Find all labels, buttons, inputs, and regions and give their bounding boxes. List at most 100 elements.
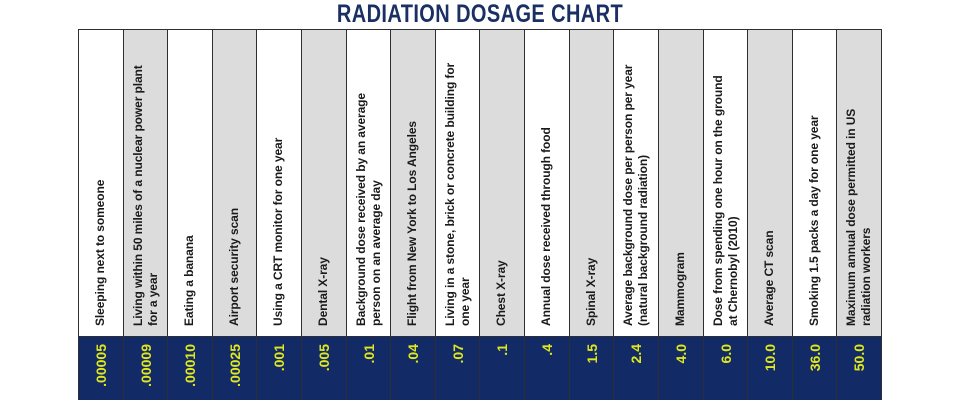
dosage-label: Airport security scan — [226, 208, 241, 326]
dosage-column: Annual dose received through food .4 — [525, 30, 570, 400]
dosage-label-cell: Mammogram — [659, 30, 703, 336]
dosage-value-cell: .001 — [257, 336, 302, 400]
rotated-label-box: Background dose received by an average p… — [347, 30, 390, 335]
dosage-column: Spinal X-ray 1.5 — [569, 30, 615, 400]
dosage-label: Living within 50 miles of a nuclear powe… — [130, 65, 160, 326]
dosage-column: Average background dose per person per y… — [614, 30, 659, 400]
dosage-table: Sleeping next to someone .00005 Living w… — [78, 29, 882, 400]
dosage-value-cell: .00005 — [79, 336, 123, 400]
rotated-value-box: 6.0 — [704, 337, 747, 400]
dosage-column: Smoking 1.5 packs a day for one year 36.… — [792, 30, 838, 400]
dosage-label: Annual dose received through food — [539, 127, 554, 326]
rotated-value-box: 10.0 — [748, 337, 791, 400]
rotated-value-box: 50.0 — [837, 337, 880, 400]
rotated-label-box: Spinal X-ray — [570, 30, 613, 335]
rotated-label-box: Eating a banana — [168, 30, 211, 335]
dosage-value: .07 — [449, 344, 466, 364]
rotated-value-box: 36.0 — [793, 337, 836, 400]
dosage-column: Sleeping next to someone .00005 — [79, 30, 124, 400]
rotated-value-box: 2.4 — [614, 337, 657, 400]
rotated-label-box: Dose from spending one hour on the groun… — [704, 30, 747, 335]
rotated-value-box: .01 — [347, 337, 390, 400]
dosage-column: Dental X-ray .005 — [302, 30, 347, 400]
dosage-label-cell: Chest X-ray — [480, 30, 524, 336]
dosage-label: Eating a banana — [182, 235, 197, 326]
rotated-label-box: Sleeping next to someone — [79, 30, 122, 335]
dosage-label-cell: Sleeping next to someone — [79, 30, 123, 336]
rotated-value-box: .005 — [302, 337, 345, 400]
rotated-label-box: Annual dose received through food — [525, 30, 568, 335]
dosage-value-cell: .00025 — [212, 336, 257, 400]
dosage-column: Eating a banana .00010 — [168, 30, 213, 400]
dosage-value: 36.0 — [806, 344, 823, 372]
dosage-value: 10.0 — [761, 344, 778, 372]
dosage-label: Chest X-ray — [494, 260, 509, 326]
dosage-value-cell: 50.0 — [837, 336, 881, 400]
rotated-value-box: .001 — [257, 337, 300, 400]
rotated-label-box: Airport security scan — [213, 30, 256, 335]
rotated-value-box: .4 — [525, 337, 568, 400]
rotated-label-box: Dental X-ray — [302, 30, 345, 335]
dosage-value: .005 — [315, 344, 332, 372]
rotated-label-box: Living in a stone, brick or concrete bui… — [436, 30, 479, 335]
dosage-column: Background dose received by an average p… — [346, 30, 392, 400]
dosage-value-cell: .07 — [435, 336, 480, 400]
dosage-label: Background dose received by an average p… — [353, 93, 383, 326]
rotated-label-box: Maximum annual dose permitted in US radi… — [837, 30, 880, 335]
dosage-value-cell: .01 — [346, 336, 391, 400]
dosage-column: Chest X-ray .1 — [480, 30, 526, 400]
rotated-label-box: Chest X-ray — [480, 30, 523, 335]
dosage-value: .04 — [404, 344, 421, 364]
dosage-column: Average CT scan 10.0 — [748, 30, 793, 400]
rotated-value-box: .00025 — [213, 337, 256, 400]
rotated-label-box: Smoking 1.5 packs a day for one year — [793, 30, 836, 335]
dosage-value: 4.0 — [672, 344, 689, 364]
dosage-column: Living within 50 miles of a nuclear powe… — [123, 30, 169, 400]
dosage-label-cell: Using a CRT monitor for one year — [257, 30, 301, 336]
chart-title: RADIATION DOSAGE CHART — [336, 0, 624, 28]
dosage-label-cell: Average CT scan — [748, 30, 792, 336]
dosage-value-cell: .005 — [302, 336, 346, 400]
dosage-value: .1 — [493, 344, 510, 356]
rotated-value-box: .00005 — [79, 337, 122, 400]
dosage-label-cell: Spinal X-ray — [570, 30, 614, 336]
dosage-value: .00025 — [226, 344, 243, 387]
dosage-label-cell: Maximum annual dose permitted in US radi… — [837, 30, 881, 336]
dosage-label: Smoking 1.5 packs a day for one year — [806, 115, 821, 327]
dosage-value: .4 — [538, 344, 555, 356]
rotated-label-box: Using a CRT monitor for one year — [257, 30, 300, 335]
dosage-label-cell: Dental X-ray — [302, 30, 346, 336]
rotated-label-box: Average CT scan — [748, 30, 791, 335]
dosage-column: Airport security scan .00025 — [212, 30, 258, 400]
dosage-label-cell: Background dose received by an average p… — [347, 30, 391, 336]
dosage-label: Dental X-ray — [316, 257, 331, 326]
dosage-value: 6.0 — [717, 344, 734, 364]
dosage-value: .00010 — [181, 344, 198, 387]
dosage-label: Spinal X-ray — [583, 257, 598, 326]
dosage-value-cell: 2.4 — [614, 336, 658, 400]
dosage-value: 1.5 — [583, 344, 600, 364]
rotated-value-box: .04 — [391, 337, 434, 400]
dosage-label-cell: Dose from spending one hour on the groun… — [704, 30, 748, 336]
dosage-column: Mammogram 4.0 — [658, 30, 704, 400]
dosage-label-cell: Average background dose per person per y… — [614, 30, 658, 336]
rotated-label-box: Average background dose per person per y… — [614, 30, 657, 335]
dosage-value-cell: .1 — [480, 336, 525, 400]
rotated-value-box: .00009 — [124, 337, 167, 400]
dosage-column: Living in a stone, brick or concrete bui… — [435, 30, 481, 400]
dosage-label-cell: Living in a stone, brick or concrete bui… — [436, 30, 480, 336]
rotated-value-box: .00010 — [168, 337, 211, 400]
dosage-label: Using a CRT monitor for one year — [271, 137, 286, 326]
dosage-label-cell: Annual dose received through food — [525, 30, 569, 336]
dosage-label-cell: Flight from New York to Los Angeles — [391, 30, 435, 336]
dosage-value: .00009 — [137, 344, 154, 387]
dosage-label: Maximum annual dose permitted in US radi… — [843, 108, 873, 326]
dosage-value: 50.0 — [850, 344, 867, 372]
dosage-column: Using a CRT monitor for one year .001 — [257, 30, 303, 400]
rotated-value-box: .1 — [480, 337, 523, 400]
dosage-value: .01 — [360, 344, 377, 364]
dosage-label-cell: Smoking 1.5 packs a day for one year — [793, 30, 837, 336]
dosage-label-cell: Airport security scan — [213, 30, 257, 336]
dosage-value-cell: 36.0 — [792, 336, 837, 400]
